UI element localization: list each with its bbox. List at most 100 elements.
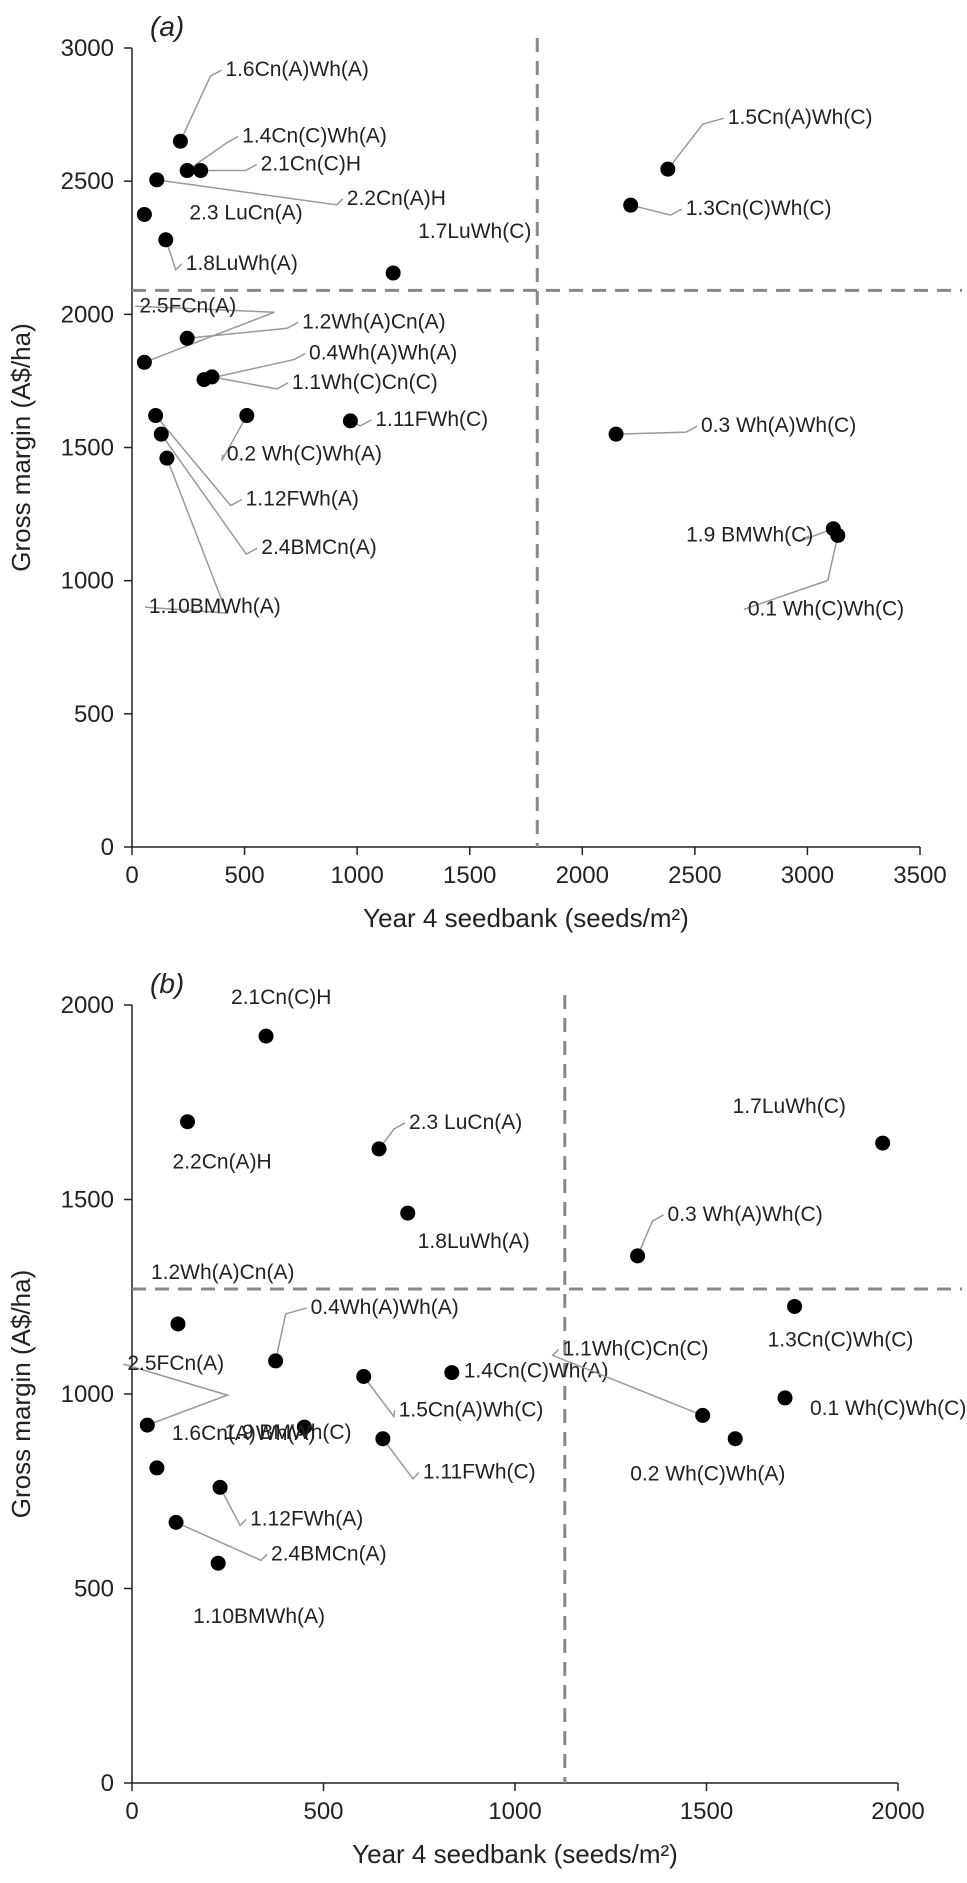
data-point	[136, 354, 152, 370]
leader-line	[203, 352, 306, 381]
point-label: 1.9 BMWh(C)	[686, 524, 813, 547]
point-label: 1.8LuWh(A)	[418, 1230, 530, 1253]
leader-line	[179, 69, 222, 142]
y-tick-label: 0	[101, 834, 114, 861]
point-label: 1.2Wh(A)Cn(A)	[151, 1261, 295, 1284]
panel-a: 0 500 1000 1500 2000 2500 3000 3500 0 500 1000 1500…	[6, 11, 962, 933]
y-tick-label: 0	[101, 1770, 114, 1797]
y-axis-title: Gross margin (A$/ha)	[6, 1270, 36, 1519]
panel-label: (b)	[150, 968, 184, 999]
leader-line	[630, 204, 683, 216]
leader-line	[274, 1307, 307, 1362]
point-label: 1.11FWh(C)	[423, 1461, 536, 1484]
point-label: 1.6Cn(A)Wh(A)	[225, 58, 369, 81]
point-label: 1.1Wh(C)Cn(C)	[292, 371, 438, 394]
y-tick-label: 2000	[61, 301, 114, 328]
data-point	[875, 1135, 891, 1151]
y-tick-label: 500	[74, 1576, 114, 1603]
data-point	[158, 232, 174, 248]
point-label: 1.9 BMWh(C)	[224, 1421, 351, 1444]
y-tick-label: 1000	[61, 568, 114, 595]
data-point	[239, 408, 255, 424]
data-point	[660, 161, 676, 177]
x-tick-label: 1500	[680, 1798, 733, 1825]
point-label: 0.2 Wh(C)Wh(A)	[227, 443, 382, 466]
data-point	[258, 1028, 274, 1044]
leader-line	[165, 239, 183, 272]
point-label: 2.2Cn(A)H	[173, 1151, 272, 1174]
panel-b: 0 500 1000 1500 2000 0 500 1000 1500 2000 Year 4 s…	[6, 968, 966, 1869]
data-point	[444, 1365, 460, 1381]
leader-line	[211, 376, 289, 390]
x-tick-label: 2000	[871, 1798, 924, 1825]
leader-line	[123, 1363, 230, 1426]
data-point	[193, 163, 209, 179]
point-label: 1.2Wh(A)Cn(A)	[302, 310, 446, 333]
leader-line	[200, 163, 258, 172]
point-label: 1.3Cn(C)Wh(C)	[768, 1328, 914, 1351]
leader-line	[363, 1376, 396, 1419]
data-point	[623, 197, 639, 213]
leader-line	[636, 1214, 664, 1257]
leader-line	[144, 457, 229, 614]
y-tick-label: 1500	[61, 1187, 114, 1214]
point-label: 1.10BMWh(A)	[193, 1605, 325, 1628]
data-point	[400, 1205, 416, 1221]
data-point	[148, 408, 164, 424]
y-axis-title: Gross margin (A$/ha)	[6, 323, 36, 572]
data-point	[210, 1555, 226, 1571]
y-tick-label: 1500	[61, 435, 114, 462]
leader-line	[667, 117, 725, 170]
data-point	[179, 163, 195, 179]
leader-line	[219, 1487, 247, 1527]
data-point	[695, 1407, 711, 1423]
point-label: 1.5Cn(A)Wh(C)	[399, 1398, 544, 1421]
x-tick-label: 3500	[893, 862, 946, 889]
x-tick-label: 500	[225, 862, 265, 889]
point-label: 2.3 LuCn(A)	[189, 201, 302, 224]
data-point	[159, 450, 175, 466]
leader-line	[156, 179, 344, 206]
point-label: 1.12FWh(A)	[246, 488, 359, 511]
x-tick-label: 1000	[488, 1798, 541, 1825]
point-label: 2.5FCn(A)	[127, 1352, 224, 1375]
data-point	[385, 265, 401, 281]
y-tick-label: 3000	[61, 35, 114, 62]
x-tick-label: 1000	[330, 862, 383, 889]
y-tick-label: 2000	[61, 992, 114, 1019]
data-point	[180, 1114, 196, 1130]
point-label: 2.1Cn(C)H	[261, 153, 361, 176]
data-point	[608, 426, 624, 442]
panel-label: (a)	[150, 11, 184, 42]
leader-line	[155, 415, 242, 507]
leader-line	[187, 321, 299, 340]
x-tick-label: 1500	[443, 862, 496, 889]
point-label: 1.10BMWh(A)	[149, 595, 281, 618]
data-point	[168, 1514, 184, 1530]
point-label: 1.11FWh(C)	[375, 408, 488, 431]
point-label: 2.4BMCn(A)	[261, 536, 377, 559]
data-point	[149, 1460, 165, 1476]
point-label: 0.3 Wh(A)Wh(C)	[668, 1203, 823, 1226]
point-label: 1.1Wh(C)Cn(C)	[563, 1337, 709, 1360]
x-tick-label: 2000	[556, 862, 609, 889]
point-label: 1.3Cn(C)Wh(C)	[686, 197, 832, 220]
data-point	[268, 1353, 284, 1369]
point-label: 0.4Wh(A)Wh(A)	[309, 342, 457, 365]
point-label: 1.8LuWh(A)	[186, 252, 298, 275]
data-point	[179, 330, 195, 346]
leader-line	[221, 415, 248, 461]
point-label: 2.4BMCn(A)	[271, 1542, 387, 1565]
data-point	[375, 1431, 391, 1447]
point-label: 0.2 Wh(C)Wh(A)	[630, 1463, 785, 1486]
data-point	[371, 1141, 387, 1157]
data-point	[342, 413, 358, 429]
point-label: 0.1 Wh(C)Wh(C)	[748, 597, 904, 620]
leader-line	[378, 1122, 406, 1150]
x-tick-label: 0	[125, 862, 138, 889]
point-label: 1.7LuWh(C)	[418, 220, 531, 243]
data-point	[149, 172, 165, 188]
data-point	[136, 206, 152, 222]
data-point	[727, 1431, 743, 1447]
point-label: 1.6Cn(A)Wh(A)	[172, 1422, 316, 1445]
